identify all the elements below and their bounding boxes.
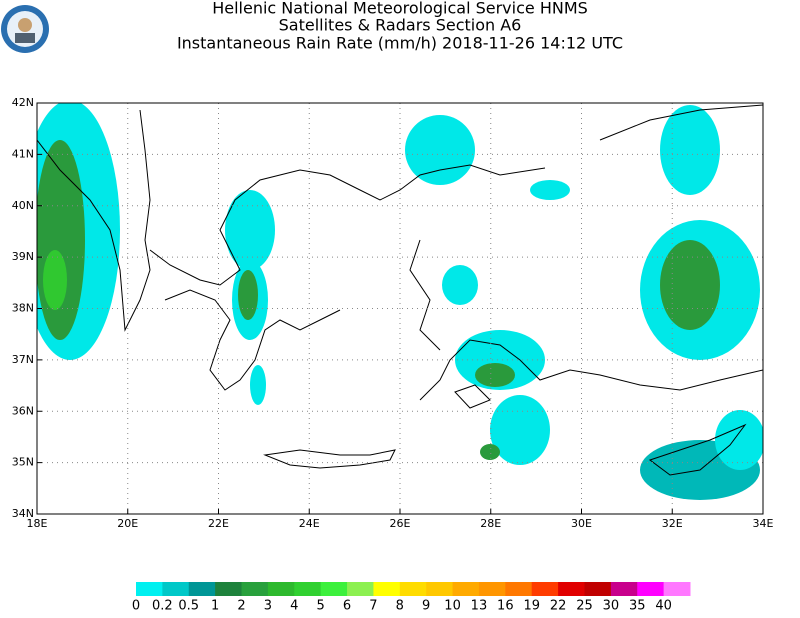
colorbar-label: 5 bbox=[317, 599, 325, 614]
colorbar-label: 16 bbox=[497, 599, 514, 614]
color-swatch bbox=[320, 582, 348, 596]
color-swatch bbox=[452, 582, 480, 596]
color-swatch bbox=[558, 582, 585, 596]
title-line: Satellites & Radars Section A6 bbox=[279, 16, 522, 35]
color-swatch bbox=[610, 582, 638, 596]
lat-label: 35N bbox=[12, 456, 34, 469]
lon-label: 26E bbox=[390, 517, 411, 530]
colorbar-label: 40 bbox=[655, 599, 672, 614]
color-swatch bbox=[241, 582, 269, 596]
lat-label: 37N bbox=[12, 353, 34, 366]
colorbar-label: 35 bbox=[629, 599, 646, 614]
map-area bbox=[37, 103, 763, 500]
lon-label: 30E bbox=[571, 517, 592, 530]
lat-label: 38N bbox=[12, 302, 34, 315]
colorbar-label: 3 bbox=[264, 599, 272, 614]
colorbar-label: 10 bbox=[444, 599, 461, 614]
lon-label: 24E bbox=[299, 517, 320, 530]
lon-label: 32E bbox=[662, 517, 683, 530]
color-swatch bbox=[162, 582, 190, 596]
colorbar-label: 0 bbox=[132, 599, 140, 614]
color-swatch bbox=[505, 582, 533, 596]
colorbar-label: 7 bbox=[369, 599, 377, 614]
color-swatch bbox=[136, 582, 163, 596]
colorbar-label: 13 bbox=[471, 599, 488, 614]
lat-label: 39N bbox=[12, 250, 34, 263]
color-swatch bbox=[294, 582, 322, 596]
title-line: Hellenic National Meteorological Service… bbox=[212, 0, 588, 18]
lat-label: 36N bbox=[12, 404, 34, 417]
color-swatch bbox=[531, 582, 559, 596]
color-swatch bbox=[478, 582, 506, 596]
lat-label: 42N bbox=[12, 96, 34, 109]
colorbar-label: 0.2 bbox=[152, 599, 173, 614]
color-swatch bbox=[347, 582, 374, 596]
lat-label: 40N bbox=[12, 199, 34, 212]
color-swatch bbox=[584, 582, 612, 596]
lon-label: 34E bbox=[753, 517, 774, 530]
colorbar-label: 8 bbox=[396, 599, 404, 614]
colorbar-label: 1 bbox=[211, 599, 219, 614]
colorbar-label: 30 bbox=[603, 599, 620, 614]
colorbar-label: 9 bbox=[422, 599, 430, 614]
color-swatch bbox=[215, 582, 243, 596]
title-line: Instantaneous Rain Rate (mm/h) 2018-11-2… bbox=[177, 34, 623, 53]
colorbar-label: 22 bbox=[550, 599, 567, 614]
colorbar-label: 19 bbox=[523, 599, 540, 614]
color-swatch bbox=[267, 582, 295, 596]
colorbar-label: 25 bbox=[576, 599, 593, 614]
lon-label: 18E bbox=[27, 517, 48, 530]
color-swatch bbox=[637, 582, 665, 596]
colorbar: 0 0.2 0.5 1 2 3 4 5 6 7 8 9 10 13 16 19 22 25 30 35 40 bbox=[132, 582, 691, 614]
coastlines bbox=[37, 104, 763, 476]
color-swatch bbox=[188, 582, 216, 596]
color-swatch bbox=[373, 582, 401, 596]
lon-label: 28E bbox=[480, 517, 501, 530]
lon-label: 20E bbox=[117, 517, 138, 530]
color-swatch bbox=[426, 582, 454, 596]
color-swatch bbox=[663, 582, 691, 596]
lat-label: 41N bbox=[12, 147, 34, 160]
colorbar-label: 0.5 bbox=[178, 599, 199, 614]
grid bbox=[37, 103, 763, 514]
color-swatch bbox=[399, 582, 427, 596]
rain-field bbox=[37, 103, 763, 500]
colorbar-label: 2 bbox=[237, 599, 245, 614]
logo bbox=[1, 5, 49, 53]
colorbar-label: 6 bbox=[343, 599, 351, 614]
lat-label: 34N bbox=[12, 507, 34, 520]
lon-label: 22E bbox=[208, 517, 229, 530]
colorbar-label: 4 bbox=[290, 599, 298, 614]
